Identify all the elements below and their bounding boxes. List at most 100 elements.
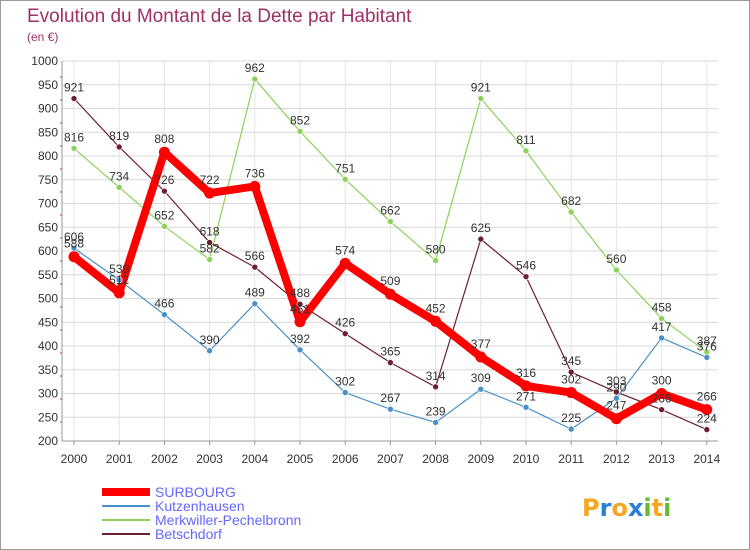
data-point-merkwiller-pechelbronn <box>522 147 530 155</box>
y-tick-label: 700 <box>38 197 58 211</box>
data-label-betschdorf: 365 <box>380 345 400 359</box>
data-label-betschdorf: 224 <box>697 412 717 426</box>
x-tick-label: 2002 <box>151 452 178 466</box>
chart-title: Evolution du Montant de la Dette par Hab… <box>27 6 412 27</box>
legend: SURBOURGKutzenhausenMerkwiller-Pechelbro… <box>102 484 301 542</box>
data-point-betschdorf <box>251 263 259 271</box>
data-labels: 816 734 652 582 962 852 751 662 580 921 811 682 560 4… <box>64 61 717 426</box>
x-tick-label: 2013 <box>648 452 675 466</box>
data-point-kutzenhausen <box>522 403 530 411</box>
data-point-merkwiller-pechelbronn <box>387 218 394 225</box>
data-label-kutzenhausen: 606 <box>64 230 84 244</box>
data-label-betschdorf: 314 <box>426 369 446 383</box>
data-point-surbourg <box>656 388 668 399</box>
data-point-betschdorf <box>658 406 665 413</box>
data-label-betschdorf: 345 <box>561 354 581 368</box>
data-point-surbourg <box>68 251 80 263</box>
data-point-surbourg <box>339 257 351 269</box>
x-tick-label: 2003 <box>196 452 223 466</box>
data-point-surbourg <box>701 404 713 416</box>
y-tick-label: 750 <box>38 173 58 187</box>
data-point-merkwiller-pechelbronn <box>70 145 78 152</box>
data-label-surbourg: 509 <box>380 274 400 288</box>
y-tick-label: 800 <box>38 149 58 163</box>
data-label-betschdorf: 303 <box>606 374 626 388</box>
logo-letter: P <box>582 494 600 522</box>
data-point-kutzenhausen <box>432 419 439 426</box>
data-point-merkwiller-pechelbronn <box>206 256 213 263</box>
data-point-surbourg <box>113 287 125 299</box>
x-tick-label: 2012 <box>603 452 630 466</box>
y-tick-label: 450 <box>38 315 58 329</box>
data-point-betschdorf <box>703 426 711 433</box>
x-tick-label: 2004 <box>241 452 268 466</box>
data-point-betschdorf <box>115 143 123 151</box>
data-point-merkwiller-pechelbronn <box>115 184 123 191</box>
data-label-surbourg: 266 <box>697 390 717 404</box>
data-label-merkwiller-pechelbronn: 387 <box>697 334 717 348</box>
y-tick-label: 350 <box>38 363 58 377</box>
y-tick-label: 500 <box>38 292 58 306</box>
data-point-surbourg <box>475 351 487 363</box>
data-point-kutzenhausen <box>296 346 304 354</box>
y-tick-label: 300 <box>38 387 58 401</box>
logo-letter: i <box>643 494 651 522</box>
data-label-kutzenhausen: 239 <box>426 404 446 418</box>
data-label-kutzenhausen: 290 <box>606 380 626 394</box>
data-label-betschdorf: 726 <box>154 173 174 187</box>
data-point-merkwiller-pechelbronn <box>613 266 620 274</box>
x-tick-label: 2014 <box>693 452 720 466</box>
y-tick-label: 900 <box>38 102 58 116</box>
data-label-surbourg: 302 <box>561 373 581 387</box>
data-point-betschdorf <box>341 330 349 337</box>
data-label-merkwiller-pechelbronn: 580 <box>426 243 446 257</box>
data-label-kutzenhausen: 392 <box>290 332 310 346</box>
data-point-betschdorf <box>161 187 168 195</box>
data-point-surbourg <box>384 288 396 300</box>
legend-entry-betschdorf: Betschdorf <box>155 526 222 542</box>
y-tick-label: 600 <box>38 244 58 258</box>
data-label-betschdorf: 266 <box>652 392 672 406</box>
y-tick-label: 1000 <box>31 54 58 68</box>
data-point-merkwiller-pechelbronn <box>567 208 575 216</box>
data-label-betschdorf: 426 <box>335 316 355 330</box>
data-point-surbourg <box>249 180 261 192</box>
y-tick-label: 650 <box>38 220 58 234</box>
x-tick-label: 2008 <box>422 452 449 466</box>
data-point-betschdorf <box>522 273 530 280</box>
data-label-surbourg: 451 <box>290 302 310 316</box>
data-point-betschdorf <box>206 239 213 246</box>
data-label-kutzenhausen: 489 <box>245 286 265 300</box>
data-point-betschdorf <box>477 235 485 243</box>
data-point-surbourg <box>204 187 216 199</box>
chart-subtitle: (en €) <box>27 30 58 44</box>
logo-letter: o <box>611 494 628 522</box>
data-point-surbourg <box>565 387 577 399</box>
data-point-kutzenhausen <box>341 389 349 396</box>
proxiti-logo: Proxiti <box>582 494 671 522</box>
data-point-merkwiller-pechelbronn <box>477 95 485 102</box>
y-tick-label: 250 <box>38 410 58 424</box>
x-tick-label: 2005 <box>287 452 314 466</box>
data-point-betschdorf <box>432 383 439 391</box>
data-label-kutzenhausen: 376 <box>697 339 717 353</box>
data-point-kutzenhausen <box>387 405 394 413</box>
data-label-merkwiller-pechelbronn: 582 <box>200 242 220 256</box>
data-point-merkwiller-pechelbronn <box>296 128 304 135</box>
data-label-kutzenhausen: 271 <box>516 389 536 403</box>
data-label-surbourg: 512 <box>109 273 129 287</box>
data-point-surbourg <box>430 315 442 327</box>
data-point-surbourg <box>520 380 532 392</box>
x-tick-label: 2000 <box>61 452 88 466</box>
data-label-surbourg: 736 <box>245 166 265 180</box>
data-label-surbourg: 574 <box>335 243 355 257</box>
data-point-kutzenhausen <box>613 394 620 402</box>
data-point-kutzenhausen <box>251 300 259 308</box>
data-label-merkwiller-pechelbronn: 816 <box>64 130 84 144</box>
data-point-kutzenhausen <box>477 385 485 393</box>
data-label-surbourg: 808 <box>154 132 174 146</box>
data-point-surbourg <box>158 146 170 158</box>
data-label-kutzenhausen: 466 <box>154 297 174 311</box>
data-point-kutzenhausen <box>115 276 123 284</box>
x-tick-label: 2007 <box>377 452 404 466</box>
